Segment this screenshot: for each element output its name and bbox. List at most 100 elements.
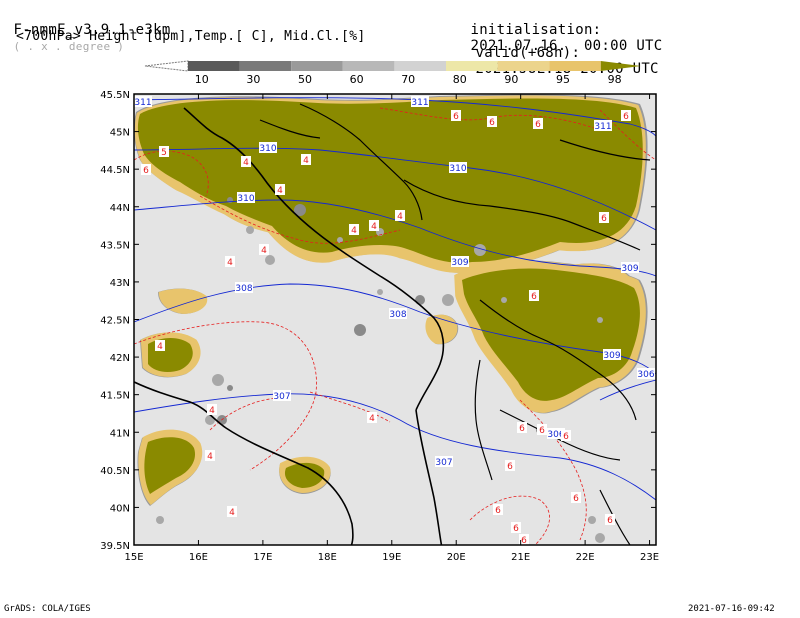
svg-text:4: 4	[261, 246, 267, 256]
svg-text:6: 6	[607, 516, 613, 526]
height-contour	[599, 379, 656, 401]
cloud-cell	[337, 237, 343, 243]
svg-text:311: 311	[594, 122, 611, 132]
country-border	[474, 359, 493, 481]
temp-label: 5	[159, 146, 169, 158]
colorbar-label: 95	[556, 73, 570, 86]
lat-label: 40N	[110, 503, 130, 514]
colorbar-segment	[239, 61, 292, 71]
svg-text:307: 307	[273, 392, 290, 402]
colorbar: 10 30 50 60 70 80 90 95 98	[144, 60, 641, 86]
svg-text:6: 6	[535, 120, 541, 130]
svg-text:310: 310	[237, 194, 254, 204]
cloud-cell	[442, 294, 454, 306]
valid-label: valid(+68h):	[475, 45, 581, 61]
cloud-fringe	[158, 288, 208, 314]
svg-text:6: 6	[513, 524, 519, 534]
colorbar-segment	[291, 61, 343, 71]
svg-text:4: 4	[227, 258, 233, 268]
colorbar-label: 30	[246, 73, 260, 86]
cloud-core	[284, 462, 325, 488]
temp-label: 6	[561, 430, 571, 442]
height-label: 311	[594, 120, 612, 132]
svg-text:6: 6	[519, 424, 525, 434]
init-label: initialisation:	[470, 22, 602, 38]
cloud-core	[144, 437, 196, 494]
temp-label: 6	[493, 504, 503, 516]
lat-label: 43N	[110, 278, 130, 289]
temp-label: 4	[275, 184, 285, 196]
colorbar-segment	[497, 61, 550, 71]
country-border	[403, 179, 641, 251]
temp-label: 4	[395, 210, 405, 222]
svg-text:6: 6	[573, 494, 579, 504]
temp-label: 6	[533, 118, 543, 130]
temp-label: 6	[537, 424, 547, 436]
temp-label: 4	[155, 340, 165, 352]
temp-contour	[134, 321, 317, 471]
cloud-cell	[474, 244, 486, 256]
lon-label: 18E	[318, 552, 337, 563]
svg-text:311: 311	[134, 98, 151, 108]
cloud-cell	[595, 533, 605, 543]
cloud-cell	[212, 374, 224, 386]
cloud-cell	[354, 324, 366, 336]
height-label: 310	[259, 142, 277, 154]
height-label: 306	[637, 368, 655, 380]
height-label: 311	[411, 96, 429, 108]
colorbar-label: 80	[453, 73, 467, 86]
colorbar-segment	[394, 61, 446, 71]
svg-text:6: 6	[453, 112, 459, 122]
svg-text:308: 308	[235, 284, 252, 294]
coastline	[134, 381, 354, 545]
temp-contour	[199, 195, 401, 244]
country-border	[299, 103, 423, 221]
height-label: 311	[134, 96, 152, 108]
lon-label: 19E	[382, 552, 401, 563]
temp-label: 6	[511, 522, 521, 534]
temp-label: 6	[571, 492, 581, 504]
svg-text:309: 309	[603, 351, 620, 361]
lat-label: 41N	[110, 428, 130, 439]
cloud-fringe	[425, 314, 458, 345]
cloud-cell	[227, 385, 233, 391]
lat-label: 39.5N	[100, 541, 130, 552]
country-border	[559, 139, 651, 161]
colorbar-label: 90	[504, 73, 518, 86]
svg-text:4: 4	[277, 186, 283, 196]
colorbar-segment	[446, 61, 498, 71]
lat-label: 44.5N	[100, 165, 130, 176]
height-label: 309	[451, 256, 469, 268]
temp-label: 4	[207, 404, 217, 416]
lat-label: 40.5N	[100, 466, 130, 477]
svg-text:4: 4	[369, 414, 375, 424]
svg-text:6: 6	[143, 166, 149, 176]
temp-label: 6	[599, 212, 609, 224]
country-border	[499, 409, 621, 461]
colorbar-segment	[342, 61, 395, 71]
temp-label: 6	[621, 110, 631, 122]
cloud-cell	[588, 516, 596, 524]
height-contour	[134, 199, 656, 277]
cloud-cell	[377, 289, 383, 295]
temp-label: 4	[301, 154, 311, 166]
lat-label: 43.5N	[100, 240, 130, 251]
init-value: 2021.07.16. 00:00 UTC	[470, 38, 663, 54]
cloud-cell	[501, 297, 507, 303]
svg-text:4: 4	[351, 226, 357, 236]
temp-label: 6	[605, 514, 615, 526]
temp-contour	[309, 391, 391, 423]
lat-label: 45.5N	[100, 90, 130, 101]
svg-text:308: 308	[389, 310, 406, 320]
svg-text:5: 5	[161, 148, 167, 158]
temp-label: 6	[141, 164, 151, 176]
cloud-cell	[294, 204, 306, 216]
colorbar-label: 70	[401, 73, 415, 86]
footer-grads: GrADS: COLA/IGES	[4, 604, 91, 614]
map-panel: 311 311 311 310 310 310 309 309 309 308 308 307 307 3…	[100, 90, 659, 563]
svg-text:309: 309	[451, 258, 468, 268]
temp-label: 4	[369, 220, 379, 232]
lon-label: 16E	[189, 552, 208, 563]
temp-contour	[599, 109, 656, 161]
svg-text:6: 6	[521, 536, 527, 546]
